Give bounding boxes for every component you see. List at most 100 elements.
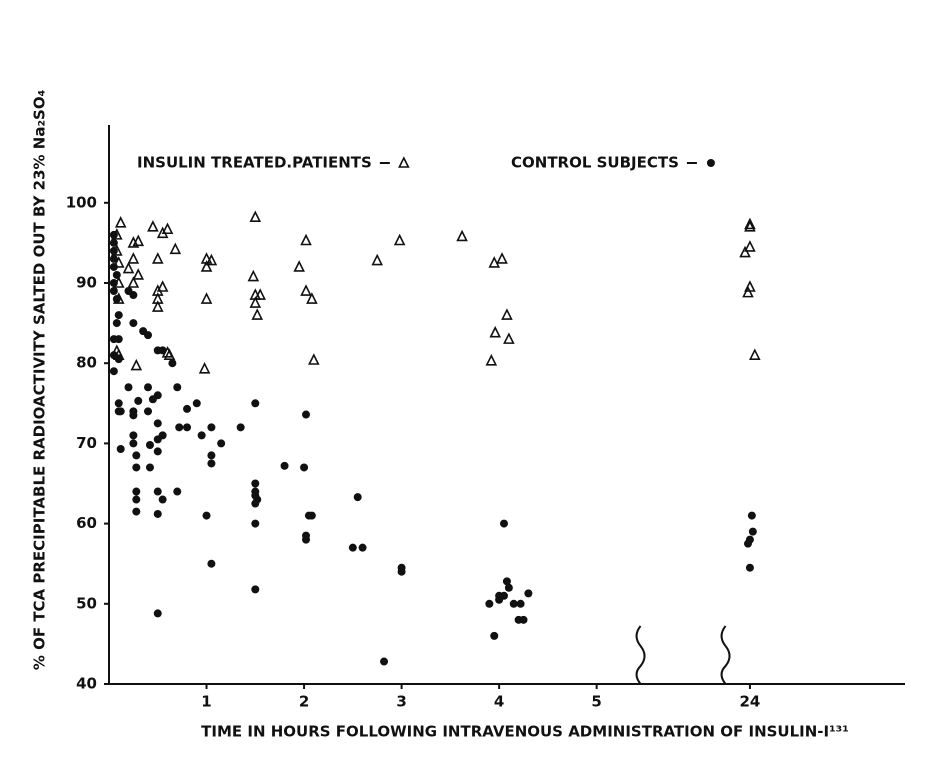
dot-point bbox=[251, 479, 260, 488]
triangle-point bbox=[485, 354, 498, 366]
dot-point bbox=[490, 631, 499, 640]
dot-point bbox=[116, 445, 125, 454]
triangle-point bbox=[112, 256, 125, 268]
dot-point bbox=[129, 439, 138, 448]
dot-point bbox=[153, 391, 162, 400]
dot-point bbox=[175, 423, 184, 432]
triangle-point bbox=[306, 292, 318, 304]
x-tick-label: 5 bbox=[591, 693, 601, 711]
y-tick-label: 50 bbox=[76, 594, 97, 612]
dot-point bbox=[748, 527, 757, 536]
dot-point bbox=[158, 495, 167, 504]
triangle-point bbox=[456, 229, 468, 242]
dot-point bbox=[173, 487, 182, 496]
legend-label: INSULIN TREATED.PATIENTS bbox=[137, 154, 372, 172]
dot-point bbox=[153, 487, 162, 496]
dot-point bbox=[153, 509, 162, 518]
dot-point bbox=[144, 407, 153, 416]
y-tick-label: 100 bbox=[66, 193, 97, 211]
dot-point bbox=[112, 319, 121, 328]
dot-point bbox=[109, 238, 118, 247]
triangle-point bbox=[161, 222, 174, 235]
dot-point bbox=[144, 331, 153, 340]
axis-break bbox=[720, 625, 731, 685]
dot-point bbox=[134, 396, 143, 405]
dot-point bbox=[183, 404, 192, 413]
y-axis-label: % OF TCA PRECIPITABLE RADIOACTIVITY SALT… bbox=[31, 90, 49, 670]
y-tick-label: 80 bbox=[76, 354, 97, 372]
dot-point bbox=[129, 291, 138, 300]
dot-point bbox=[251, 399, 260, 408]
dot-point bbox=[109, 230, 118, 239]
triangle-point bbox=[127, 276, 140, 288]
dot-point bbox=[124, 383, 133, 392]
dot-point bbox=[251, 499, 260, 508]
triangle-point bbox=[132, 234, 145, 247]
dot-point bbox=[207, 559, 216, 568]
dot-point bbox=[132, 507, 141, 516]
triangle-point bbox=[739, 245, 751, 258]
dot-point bbox=[251, 585, 260, 594]
x-tick-label: 4 bbox=[494, 693, 504, 711]
triangle-point bbox=[308, 353, 320, 365]
dot-point bbox=[236, 423, 245, 432]
x-tick-label: 2 bbox=[299, 693, 309, 711]
dot-point bbox=[144, 383, 153, 392]
triangle-point bbox=[371, 253, 384, 266]
legend-marker bbox=[706, 159, 715, 167]
dot-point bbox=[183, 423, 192, 432]
dot-point bbox=[495, 595, 504, 604]
dot-point bbox=[202, 511, 211, 520]
triangle-point bbox=[122, 261, 135, 274]
dot-point bbox=[192, 399, 201, 408]
dot-point bbox=[280, 461, 289, 470]
axis-break bbox=[635, 625, 646, 685]
x-tick-label: 3 bbox=[396, 693, 406, 711]
triangle-point bbox=[300, 233, 312, 246]
dot-point bbox=[145, 441, 154, 450]
triangle-point bbox=[254, 288, 266, 300]
dot-point bbox=[197, 431, 206, 440]
triangle-point bbox=[151, 300, 164, 312]
x-tick-label: 24 bbox=[739, 693, 760, 711]
dot-point bbox=[109, 367, 118, 376]
dot-point bbox=[173, 383, 182, 392]
dot-point bbox=[217, 439, 226, 448]
dot-point bbox=[132, 463, 141, 472]
triangle-point bbox=[501, 308, 513, 320]
dot-point bbox=[132, 487, 141, 496]
triangle-point bbox=[749, 348, 761, 360]
dot-point bbox=[112, 295, 121, 304]
triangle-point bbox=[489, 325, 502, 338]
dot-point bbox=[153, 447, 162, 456]
dot-point bbox=[207, 459, 216, 468]
triangle-point bbox=[127, 252, 140, 264]
dot-point bbox=[114, 399, 123, 408]
dot-point bbox=[109, 254, 118, 263]
triangle-point bbox=[488, 256, 501, 268]
dot-point bbox=[380, 657, 389, 666]
dot-point bbox=[307, 511, 316, 520]
dot-point bbox=[158, 431, 167, 440]
dot-point bbox=[116, 407, 125, 416]
triangle-point bbox=[742, 285, 754, 298]
dot-point bbox=[145, 463, 154, 472]
legend-label: CONTROL SUBJECTS bbox=[511, 154, 679, 172]
triangle-point bbox=[156, 280, 169, 292]
dot-point bbox=[302, 535, 311, 544]
triangle-point bbox=[496, 252, 508, 264]
dot-point bbox=[158, 346, 167, 355]
triangle-point bbox=[744, 217, 756, 230]
y-tick-label: 40 bbox=[76, 675, 97, 693]
triangle-point bbox=[151, 252, 164, 264]
dot-point bbox=[129, 431, 138, 440]
dot-point bbox=[300, 463, 309, 472]
triangle-point bbox=[247, 269, 260, 282]
dot-point bbox=[358, 543, 367, 552]
dot-point bbox=[109, 262, 118, 271]
dot-point bbox=[353, 493, 362, 502]
dot-point bbox=[485, 599, 494, 608]
dot-point bbox=[153, 419, 162, 428]
triangle-point bbox=[393, 233, 406, 246]
